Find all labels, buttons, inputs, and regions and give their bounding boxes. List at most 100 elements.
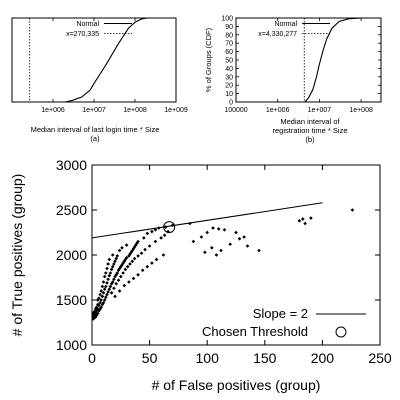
chart-c-point bbox=[145, 264, 150, 269]
chart-c-point bbox=[114, 256, 118, 261]
chart-c-point bbox=[107, 257, 112, 262]
chart-c-legend-slope: Slope = 2 bbox=[253, 306, 308, 321]
chart-c-point bbox=[228, 242, 232, 246]
chart-c-point bbox=[115, 271, 120, 275]
chart-b-y-tick-label: 100 bbox=[221, 16, 233, 23]
chart-c-point bbox=[257, 248, 261, 253]
chart-c-point bbox=[120, 246, 124, 250]
chart-c-point bbox=[116, 278, 121, 282]
chart-b-x-axis-label-line2: registration time * Size bbox=[272, 126, 347, 135]
chart-c-point bbox=[113, 259, 117, 264]
chart-c-x-ticks: 0 50 100 150 200 250 bbox=[88, 165, 392, 366]
chart-c-point bbox=[127, 254, 131, 258]
chart-c-point bbox=[108, 271, 113, 275]
chart-c-point bbox=[191, 239, 196, 244]
chart-c-point bbox=[127, 280, 131, 284]
chart-c-point bbox=[163, 225, 168, 229]
chart-a: 1e+006 1e+007 1e+008 1e+009 Normal x=270,33… bbox=[11, 17, 188, 143]
chart-c-point bbox=[143, 247, 147, 252]
chart-c-point bbox=[117, 248, 122, 253]
chart-c-point bbox=[234, 230, 238, 235]
chart-c-point bbox=[105, 292, 109, 297]
chart-c-point bbox=[102, 298, 107, 302]
chart-c-point bbox=[309, 216, 313, 220]
chart-c-point bbox=[203, 250, 207, 255]
chart-c-point bbox=[107, 273, 112, 278]
chart-b-panel-label: (b) bbox=[305, 135, 315, 144]
chart-c-y-tick-label: 3000 bbox=[56, 157, 87, 173]
chart-c-point bbox=[150, 229, 154, 234]
chart-c-point bbox=[134, 243, 138, 247]
chart-a-x-tick-label: 1e+009 bbox=[164, 107, 188, 114]
chart-c-point bbox=[205, 230, 209, 235]
chart-b-series-normal bbox=[304, 17, 381, 103]
chart-c-point bbox=[105, 281, 109, 285]
chart-c-point bbox=[170, 223, 175, 228]
chart-c-point bbox=[123, 267, 128, 272]
chart-c-point bbox=[136, 254, 140, 258]
chart-c-x-tick-label: 100 bbox=[196, 350, 220, 366]
chart-c-point bbox=[159, 236, 163, 240]
chart-c-point bbox=[108, 284, 113, 289]
chart-c-x-tick-label: 150 bbox=[253, 350, 277, 366]
chart-b-y-tick-label: 70 bbox=[225, 41, 233, 48]
chart-c-point bbox=[106, 262, 110, 266]
chart-c-y-tick-label: 1500 bbox=[56, 292, 87, 308]
chart-b-x-axis-label-line1: Median interval of bbox=[280, 117, 340, 126]
chart-b-y-tick-label: 90 bbox=[225, 24, 233, 31]
chart-c-point bbox=[121, 261, 125, 265]
chart-a-x-tick-label: 1e+006 bbox=[41, 107, 65, 114]
chart-c-point bbox=[99, 298, 103, 302]
chart-c-x-tick-label: 200 bbox=[311, 350, 335, 366]
chart-c-point bbox=[150, 261, 154, 265]
chart-a-plot bbox=[29, 17, 176, 103]
chart-b-y-tick-label: 30 bbox=[225, 74, 233, 81]
chart-c-point bbox=[106, 277, 110, 282]
chart-c-point bbox=[132, 256, 137, 261]
chart-c-point bbox=[142, 236, 146, 240]
chart-c-x-tick-label: 0 bbox=[88, 350, 96, 366]
chart-c-point bbox=[128, 262, 132, 266]
chart-a-legend-threshold: x=270,335 bbox=[66, 31, 99, 38]
chart-c-point bbox=[107, 287, 112, 291]
chart-c-point bbox=[109, 291, 114, 295]
chart-c: 1000 1500 2000 2500 3000 0 50 100 150 200 250 # o… bbox=[9, 157, 392, 393]
chart-c-point bbox=[214, 253, 219, 257]
chart-b-y-tick-label: 80 bbox=[225, 32, 233, 39]
chart-c-point bbox=[97, 296, 101, 300]
chart-c-point bbox=[245, 244, 250, 248]
chart-c-x-tick-label: 250 bbox=[368, 350, 392, 366]
chart-c-chosen-threshold bbox=[163, 221, 176, 234]
chart-c-point bbox=[153, 228, 158, 232]
chart-c-point bbox=[100, 294, 105, 299]
chart-a-x-tick-label: 1e+008 bbox=[123, 107, 147, 114]
chart-c-point bbox=[114, 282, 118, 286]
chart-c-point bbox=[110, 280, 115, 284]
chart-c-point bbox=[101, 300, 106, 305]
chart-c-point bbox=[119, 264, 123, 269]
chart-b-y-tick-label: 0 bbox=[229, 100, 233, 107]
chart-c-point bbox=[112, 277, 116, 282]
chart-c-point bbox=[297, 219, 302, 223]
chart-c-point bbox=[154, 257, 159, 262]
chart-c-point bbox=[104, 295, 108, 300]
chart-c-point bbox=[93, 315, 98, 319]
chart-c-point bbox=[219, 248, 223, 253]
chart-c-point bbox=[109, 267, 114, 272]
chart-c-point bbox=[199, 235, 204, 239]
chart-a-x-ticks: 1e+006 1e+007 1e+008 1e+009 bbox=[41, 18, 188, 114]
chart-c-point bbox=[162, 233, 167, 237]
chart-c-y-tick-label: 2000 bbox=[56, 247, 87, 263]
chart-b-legend-threshold: x=4,330,277 bbox=[258, 31, 297, 38]
chart-c-point bbox=[104, 284, 108, 289]
chart-c-point bbox=[110, 253, 115, 257]
chart-c-point bbox=[157, 226, 161, 230]
chart-c-point bbox=[113, 274, 117, 279]
chart-c-point bbox=[135, 241, 139, 246]
chart-c-point bbox=[136, 273, 140, 277]
chart-c-plot bbox=[91, 202, 355, 321]
chart-c-point bbox=[124, 255, 129, 260]
chart-c-point bbox=[145, 231, 150, 236]
chart-c-legend-chosen-marker bbox=[335, 326, 347, 338]
chart-c-point bbox=[110, 264, 115, 269]
